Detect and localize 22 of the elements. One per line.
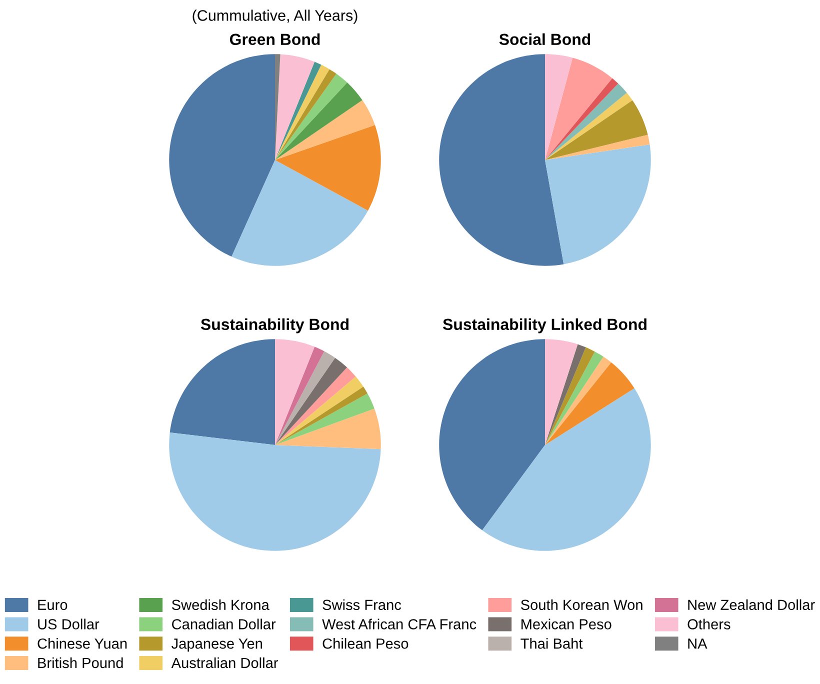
- legend-label: US Dollar: [38, 618, 100, 630]
- legend-label: Japanese Yen: [172, 638, 262, 652]
- chart-title: Sustainability Bond: [200, 318, 348, 334]
- legend-label: West African CFA Franc: [322, 618, 476, 630]
- legend-label: Mexican Peso: [522, 618, 612, 630]
- legend-label: Australian Dollar: [171, 657, 278, 668]
- legend-label: Euro: [38, 600, 68, 610]
- legend-label: Thai Baht: [520, 638, 583, 649]
- legend-label: Chilean Peso: [322, 638, 408, 649]
- legend-label: British Pound: [38, 657, 123, 668]
- text: (Cummulative, All Years): [192, 10, 358, 24]
- legend-label: Others: [688, 618, 730, 630]
- chart-title: Green Bond: [230, 33, 320, 46]
- legend-label: Swiss Franc: [322, 599, 402, 610]
- legend-label: Canadian Dollar: [172, 618, 276, 630]
- legend-label: Swedish Krona: [172, 599, 270, 610]
- chart-title: Social Bond: [499, 33, 590, 46]
- legend-label: New Zealand Dollar: [688, 599, 815, 610]
- legend-label: Chinese Yuan: [38, 638, 127, 649]
- legend-label: South Korean Won: [520, 599, 642, 610]
- legend-label: NA: [688, 638, 708, 649]
- chart-title: Sustainability Linked Bond: [442, 318, 646, 334]
